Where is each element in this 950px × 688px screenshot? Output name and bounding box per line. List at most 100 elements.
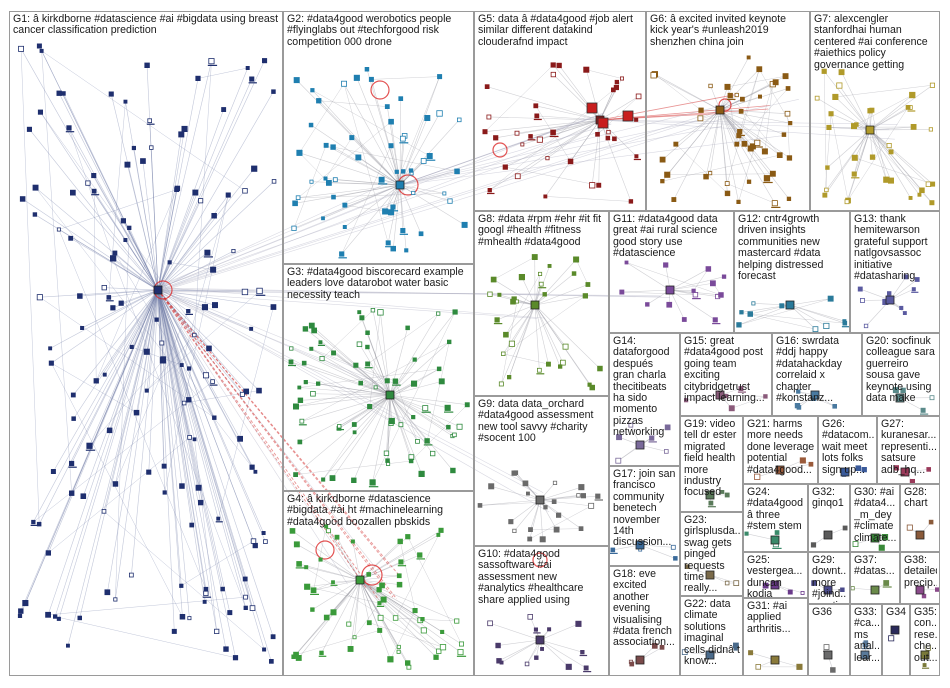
node — [369, 479, 376, 486]
node — [342, 202, 348, 208]
edge — [599, 96, 639, 121]
node — [179, 483, 185, 489]
node — [436, 110, 443, 117]
edge — [79, 289, 159, 297]
edge — [399, 99, 799, 186]
self-loop — [532, 552, 548, 568]
node — [583, 66, 590, 73]
highlight-node — [622, 110, 634, 122]
edge — [498, 639, 541, 646]
node — [878, 544, 885, 551]
node — [387, 209, 394, 216]
node — [195, 484, 202, 491]
node — [540, 647, 544, 651]
node — [703, 173, 709, 180]
node-label-bar — [579, 654, 588, 657]
edge — [339, 383, 415, 427]
edge — [741, 312, 816, 330]
edge — [157, 289, 380, 600]
node — [337, 424, 342, 429]
group-panel-g9: G9: data data_orchard #data4good assessm… — [474, 396, 609, 546]
edge — [181, 194, 229, 366]
node — [761, 148, 768, 155]
node — [296, 149, 303, 156]
edge — [71, 289, 159, 464]
node — [825, 165, 830, 170]
edge — [354, 579, 361, 638]
edge — [369, 406, 392, 422]
edge — [160, 117, 586, 288]
node — [120, 218, 126, 224]
group-panel-g37: G37: #datas... — [850, 552, 900, 604]
edge — [389, 394, 422, 475]
node-label-bar — [336, 429, 344, 431]
edge — [157, 289, 394, 598]
node — [318, 557, 323, 562]
node — [746, 179, 752, 184]
edge — [686, 394, 721, 401]
node — [664, 424, 671, 431]
node — [331, 350, 336, 356]
edge — [653, 74, 721, 111]
node — [824, 187, 829, 193]
edge — [89, 360, 164, 447]
node — [331, 194, 336, 200]
group-panel-g33: G33: #ca... ms anal... lear... — [850, 604, 882, 676]
node — [552, 480, 558, 486]
edge — [705, 109, 721, 177]
node — [418, 231, 424, 237]
edge — [157, 61, 212, 291]
node — [917, 192, 922, 197]
node — [271, 89, 276, 94]
group-panel-g13: G13: thank hemitewarson grateful support… — [850, 211, 940, 333]
edge — [529, 505, 592, 540]
edge — [709, 109, 721, 174]
edge — [516, 119, 601, 134]
node — [378, 176, 385, 183]
node — [149, 145, 154, 150]
node — [771, 200, 778, 207]
edge — [830, 113, 849, 201]
node-label-bar — [772, 547, 782, 549]
self-loop — [370, 80, 390, 100]
node — [438, 378, 445, 385]
edge — [160, 289, 544, 493]
group-panel-g17: G17: join san francisco community benete… — [609, 466, 680, 566]
edge — [719, 109, 776, 204]
edge — [553, 119, 601, 133]
node — [68, 235, 74, 241]
edge — [35, 187, 253, 468]
edge — [779, 463, 811, 471]
edge — [312, 579, 361, 610]
node-label-bar — [633, 158, 641, 161]
edge — [626, 262, 721, 296]
edge — [156, 291, 545, 295]
node — [518, 273, 526, 281]
edge — [359, 579, 443, 633]
node — [410, 380, 418, 387]
edge — [869, 129, 892, 181]
edge — [599, 94, 735, 121]
edge — [157, 128, 185, 291]
node — [412, 357, 417, 362]
node-label-bar — [105, 300, 114, 302]
edge — [369, 312, 381, 407]
node — [620, 76, 625, 81]
edge — [51, 289, 159, 364]
edge — [108, 289, 159, 298]
node — [869, 154, 876, 160]
node — [80, 325, 85, 330]
node — [774, 530, 780, 535]
edge — [297, 121, 392, 198]
node-label-bar — [920, 413, 929, 415]
edge — [157, 192, 196, 291]
node — [811, 580, 817, 586]
node-label-bar — [91, 194, 100, 196]
hub-node — [705, 490, 715, 500]
node — [315, 381, 321, 386]
group-panel-g15: G15: great #data4good post going team ex… — [680, 333, 772, 416]
node — [384, 378, 390, 384]
node — [724, 492, 730, 498]
edge — [157, 269, 214, 291]
edge — [387, 394, 391, 461]
